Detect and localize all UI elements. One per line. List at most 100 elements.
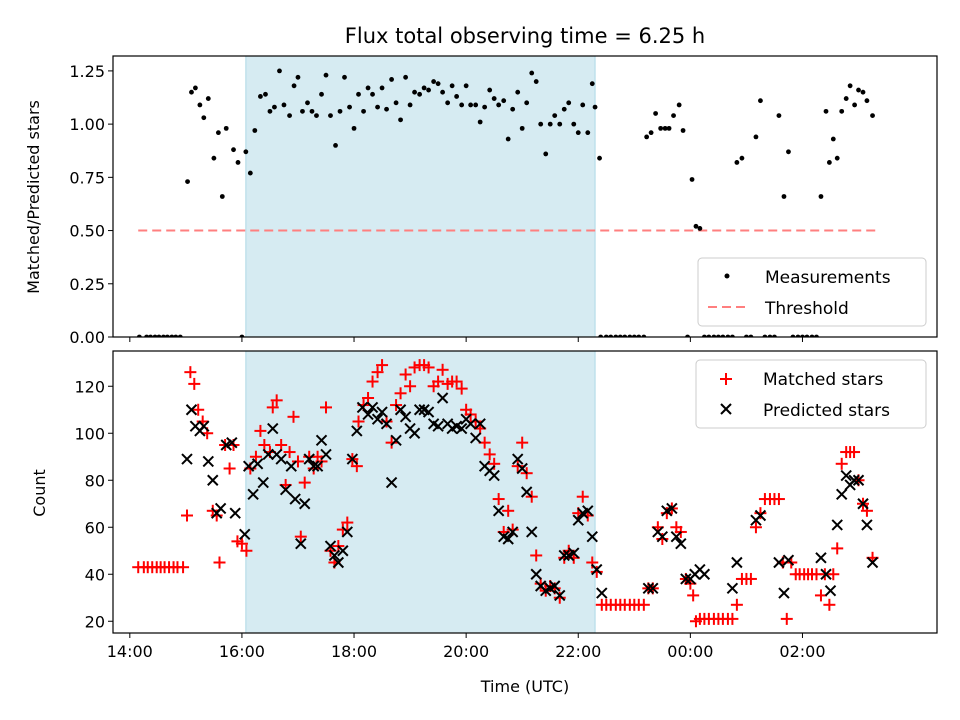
measurement-point — [445, 100, 451, 106]
top-ytick-label: 0.25 — [69, 275, 105, 294]
predicted-star-stroke-b — [464, 418, 477, 430]
measurement-point — [496, 102, 502, 108]
measurement-point — [407, 102, 413, 108]
predicted-star-point — [229, 507, 241, 519]
predicted-star-point — [399, 411, 412, 423]
matched-star-point — [492, 493, 505, 506]
predicted-star-point — [530, 568, 542, 580]
matched-star-point — [772, 493, 785, 506]
predicted-star-point — [568, 547, 580, 559]
predicted-star-point — [181, 453, 193, 465]
matched-star-point — [270, 394, 283, 407]
measurement-point — [538, 121, 544, 127]
measurement-point — [231, 147, 236, 153]
measurement-point — [281, 102, 287, 108]
predicted-star-point — [311, 460, 324, 472]
legend-threshold-label: Threshold — [764, 299, 849, 319]
measurement-point — [839, 108, 845, 114]
predicted-star-point — [731, 556, 743, 569]
chart-title: Flux total observing time = 6.25 h — [345, 24, 705, 48]
predicted-star-stroke-b — [394, 404, 407, 416]
measurement-point — [482, 104, 488, 110]
predicted-star-stroke-b — [376, 406, 388, 418]
measurement-point — [864, 98, 870, 104]
predicted-star-point — [408, 427, 421, 439]
top-plot-area — [136, 68, 876, 337]
predicted-star-stroke-b — [754, 509, 767, 522]
predicted-star-stroke-b — [285, 460, 297, 472]
matched-star-point — [835, 457, 848, 470]
predicted-star-point — [376, 406, 388, 418]
matched-star-point — [385, 436, 398, 449]
measurement-point — [870, 113, 875, 119]
bottom-xtick-label: 00:00 — [667, 642, 713, 661]
predicted-star-stroke-b — [852, 474, 865, 486]
bottom-xtick-label: 18:00 — [331, 642, 377, 661]
predicted-star-point — [422, 406, 435, 418]
predicted-star-stroke-b — [848, 474, 860, 486]
measurement-point — [533, 79, 539, 84]
measurement-point — [776, 113, 782, 119]
predicted-star-point — [675, 537, 687, 550]
measurement-point — [435, 81, 441, 87]
matched-star-point — [502, 504, 515, 517]
predicted-star-stroke-b — [214, 502, 227, 515]
measurement-point — [247, 170, 253, 176]
measurement-point — [215, 130, 221, 136]
predicted-star-stroke-b — [324, 540, 337, 552]
predicted-star-stroke-b — [303, 453, 315, 465]
predicted-star-stroke-b — [198, 420, 210, 432]
predicted-star-point — [239, 528, 251, 541]
measurement-point — [342, 74, 347, 80]
measurement-point — [277, 68, 282, 74]
predicted-star-point — [642, 582, 655, 595]
predicted-star-point — [558, 549, 570, 562]
predicted-star-stroke-b — [346, 453, 359, 465]
predicted-star-point — [836, 488, 848, 501]
predicted-star-point — [346, 453, 359, 465]
predicted-star-stroke-b — [506, 526, 519, 538]
bottom-legend: Matched stars Predicted stars — [695, 359, 927, 429]
measurement-point — [697, 226, 703, 231]
measurement-point — [197, 102, 203, 108]
predicted-star-stroke-b — [413, 404, 426, 416]
predicted-star-stroke-b — [267, 422, 279, 435]
measurement-point — [529, 70, 535, 76]
measurement-point — [501, 98, 507, 104]
predicted-star-stroke-b — [861, 519, 873, 531]
predicted-star-stroke-b — [596, 587, 608, 599]
measurement-point — [477, 119, 483, 125]
measurement-point — [375, 104, 380, 110]
predicted-star-stroke-b — [586, 530, 598, 543]
predicted-star-stroke-b — [251, 458, 264, 470]
predicted-star-stroke-b — [332, 556, 345, 569]
predicted-star-stroke-b — [455, 422, 468, 435]
bottom-plot-area — [132, 359, 879, 628]
measurement-point — [356, 91, 361, 97]
predicted-star-stroke-b — [497, 530, 510, 543]
matched-star-point — [586, 556, 599, 569]
bottom-ytick-label: 100 — [74, 424, 105, 443]
predicted-star-stroke-b — [488, 469, 500, 482]
predicted-star-point — [526, 526, 538, 538]
top-panel: 0.00 0.25 0.50 0.75 1.00 1.25 — [69, 55, 938, 347]
measurement-point — [566, 100, 572, 106]
measurement-point — [185, 179, 190, 184]
predicted-star-point — [341, 526, 354, 538]
matched-star-point — [240, 544, 253, 557]
measurement-point — [487, 87, 493, 93]
matched-star-point — [455, 382, 468, 395]
predicted-star-stroke-b — [226, 436, 238, 449]
measurement-point — [454, 94, 460, 99]
measurement-point — [786, 149, 791, 155]
measurement-point — [431, 79, 437, 84]
predicted-star-stroke-b — [824, 584, 837, 597]
bottom-axes-frame — [112, 350, 938, 634]
predicted-star-stroke-b — [181, 453, 193, 465]
measurement-point — [547, 121, 553, 127]
predicted-star-point — [591, 563, 603, 576]
bottom-panel: 20 40 60 80 100 120 14:00 16:00 18:00 20:00 22:00 0… — [74, 350, 938, 661]
matched-star-point — [726, 612, 739, 625]
measurement-point — [592, 104, 598, 110]
